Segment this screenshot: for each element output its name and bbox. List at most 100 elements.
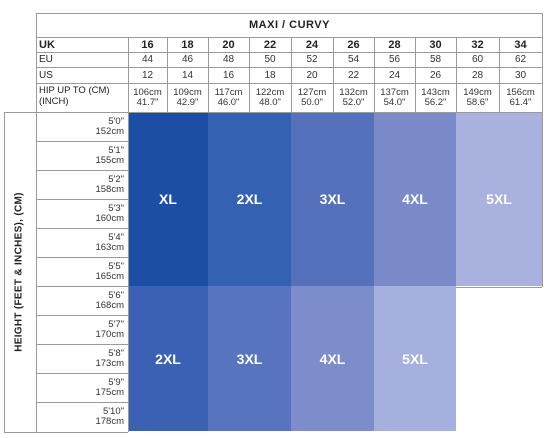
grid-line [542,13,543,112]
size-block-short: 4XL [374,112,456,286]
hip-inch: 61.4" [509,96,532,108]
us-size: 28 [471,69,484,81]
eu-size: 46 [181,54,194,65]
height-row-label: 5'6" 168cm [36,286,128,315]
height-row-label: 5'9" 175cm [36,373,128,402]
eu-size: 48 [222,54,235,65]
uk-size: 24 [305,38,319,51]
height-row-label: 5'8" 173cm [36,344,128,373]
hip-cm: 149cm [463,86,492,98]
hip-cm: 156cm [506,86,535,98]
height-row-label: 5'2" 158cm [36,170,128,199]
hip-measure: 122cm 48.0" [249,84,291,111]
us-size: 18 [264,69,276,81]
grid-line [4,112,542,113]
eu-size: 54 [347,54,360,65]
hip-measure: 143cm 56.2" [415,84,456,111]
height-row-label: 5'10" 178cm [36,402,128,431]
height-feet: 5'6" [108,289,124,301]
us-size: 30 [514,69,527,81]
eu-size: 60 [471,54,484,65]
height-feet: 5'7" [108,318,124,330]
grid-line [36,52,542,53]
grid-line [167,37,168,112]
height-row-label: 5'5" 165cm [36,257,128,286]
height-cm: 165cm [95,270,124,282]
us-size: 24 [388,69,401,81]
grid-line [36,402,128,403]
height-cm: 178cm [95,415,124,427]
hip-label-cm: HIP UP TO (CM) [39,85,110,96]
row-label-eu: EU [39,54,53,65]
eu-size: 62 [514,54,527,65]
us-size: 14 [181,69,194,81]
eu-size: 52 [306,54,318,65]
height-cm: 168cm [95,299,124,311]
height-cm: 173cm [95,357,124,369]
height-feet: 5'5" [108,260,124,272]
uk-size: 22 [263,38,277,51]
height-cm: 155cm [95,154,124,166]
hip-cm: 143cm [421,86,450,98]
grid-line [374,37,375,112]
us-size: 12 [141,69,154,81]
grid-line [4,432,128,433]
grid-line [36,13,37,112]
size-block-tall: 3XL [208,286,291,431]
height-feet: 5'3" [108,202,124,214]
grid-line [36,257,128,258]
height-feet: 5'2" [108,173,124,185]
height-cm: 175cm [95,386,124,398]
hip-measure: 127cm 50.0" [291,84,333,111]
height-cm: 152cm [95,125,124,137]
hip-measure: 117cm 46.0" [208,84,249,111]
grid-line [456,287,542,288]
grid-line [456,37,457,112]
uk-size: 30 [429,38,442,51]
eu-size: 50 [264,54,276,65]
hip-measure: 106cm 41.7" [128,84,167,111]
hip-inch: 52.0" [342,96,365,108]
hip-cm: 137cm [380,86,409,98]
grid-line [415,37,416,112]
grid-line [4,112,5,432]
height-row-label: 5'1" 155cm [36,141,128,170]
height-feet: 5'8" [108,347,124,359]
height-cm: 163cm [95,241,124,253]
height-axis-label: HEIGHT (FEET & INCHES), (CM) [5,112,33,432]
hip-inch: 41.7" [136,96,159,108]
hip-measure: 137cm 54.0" [374,84,415,111]
us-size: 20 [306,69,318,81]
eu-size: 58 [429,54,442,65]
hip-cm: 132cm [339,86,368,98]
hip-measure: 109cm 42.9" [167,84,208,111]
grid-line [36,141,128,142]
height-row-label: 5'3" 160cm [36,199,128,228]
height-row-label: 5'4" 163cm [36,228,128,257]
size-block-short: 3XL [291,112,374,286]
chart-title: MAXI / CURVY [249,19,330,31]
size-block-tall: 2XL [128,286,208,431]
hip-inch: 54.0" [383,96,406,108]
height-feet: 5'9" [108,376,124,388]
grid-line [128,112,129,432]
hip-measure: 156cm 61.4" [499,84,542,111]
hip-inch: 42.9" [176,96,199,108]
uk-size: 26 [347,38,360,51]
eu-size: 44 [141,54,154,65]
height-axis-label-text: HEIGHT (FEET & INCHES), (CM) [13,192,25,352]
height-feet: 5'1" [108,144,124,156]
height-feet: 5'4" [108,231,124,243]
hip-measure: 149cm 58.6" [456,84,499,111]
grid-line [499,37,500,112]
grid-line [249,37,250,112]
hip-inch: 48.0" [259,96,281,108]
grid-line [128,37,129,112]
grid-line [36,37,542,38]
height-cm: 158cm [95,183,124,195]
size-block-tall: 4XL [291,286,374,431]
uk-size: 20 [222,38,235,51]
hip-label-inch: (INCH) [39,96,69,107]
grid-line [208,37,209,112]
us-size: 16 [222,69,235,81]
